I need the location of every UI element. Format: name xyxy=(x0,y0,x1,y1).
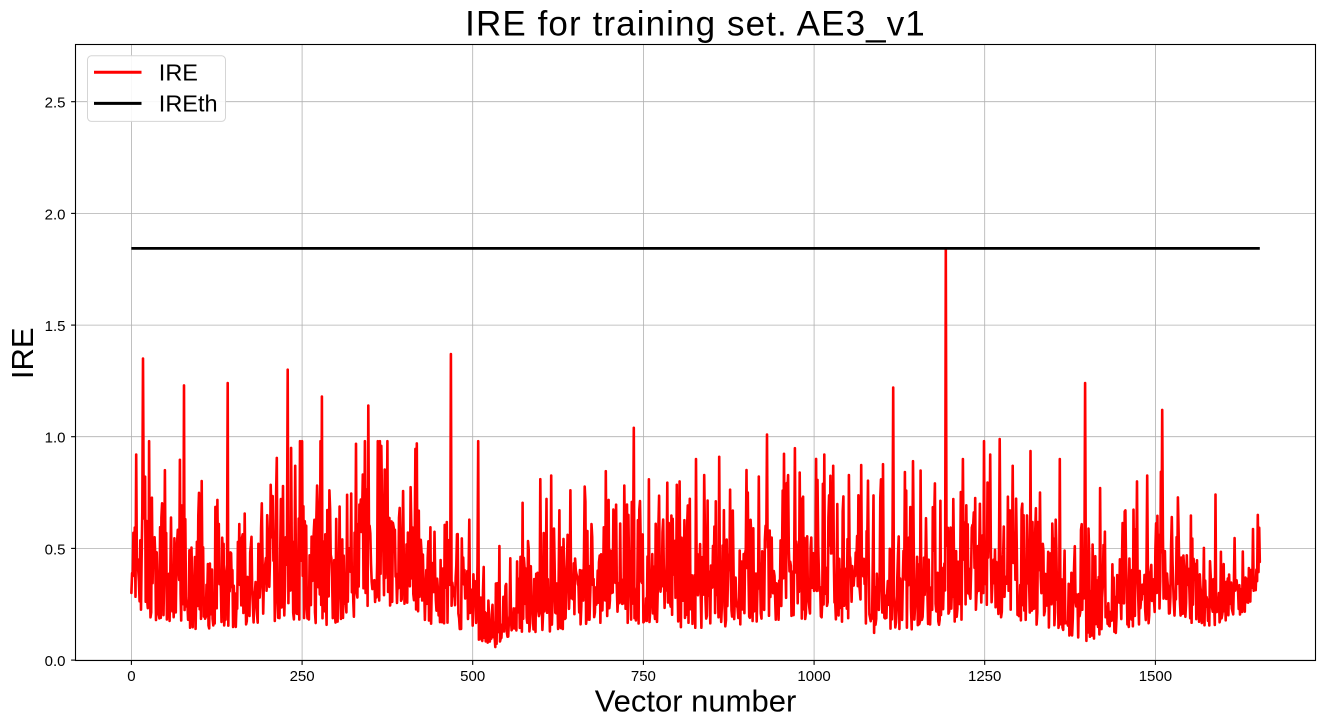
svg-text:2.0: 2.0 xyxy=(45,206,66,223)
svg-text:1.5: 1.5 xyxy=(45,318,66,335)
svg-text:0: 0 xyxy=(127,668,135,685)
svg-text:750: 750 xyxy=(631,668,656,685)
svg-text:2.5: 2.5 xyxy=(45,95,66,112)
svg-text:IRE: IRE xyxy=(159,60,198,86)
svg-text:Vector number: Vector number xyxy=(595,684,797,719)
svg-text:1500: 1500 xyxy=(1139,668,1172,685)
svg-text:1000: 1000 xyxy=(797,668,830,685)
svg-text:IRE for training set. AE3_v1: IRE for training set. AE3_v1 xyxy=(465,4,926,43)
svg-text:IREth: IREth xyxy=(159,90,218,116)
svg-text:500: 500 xyxy=(460,668,485,685)
svg-text:0.0: 0.0 xyxy=(45,653,66,670)
svg-text:IRE: IRE xyxy=(5,327,40,379)
svg-text:1250: 1250 xyxy=(968,668,1001,685)
svg-text:0.5: 0.5 xyxy=(45,541,66,558)
svg-text:250: 250 xyxy=(290,668,315,685)
svg-text:1.0: 1.0 xyxy=(45,430,66,447)
